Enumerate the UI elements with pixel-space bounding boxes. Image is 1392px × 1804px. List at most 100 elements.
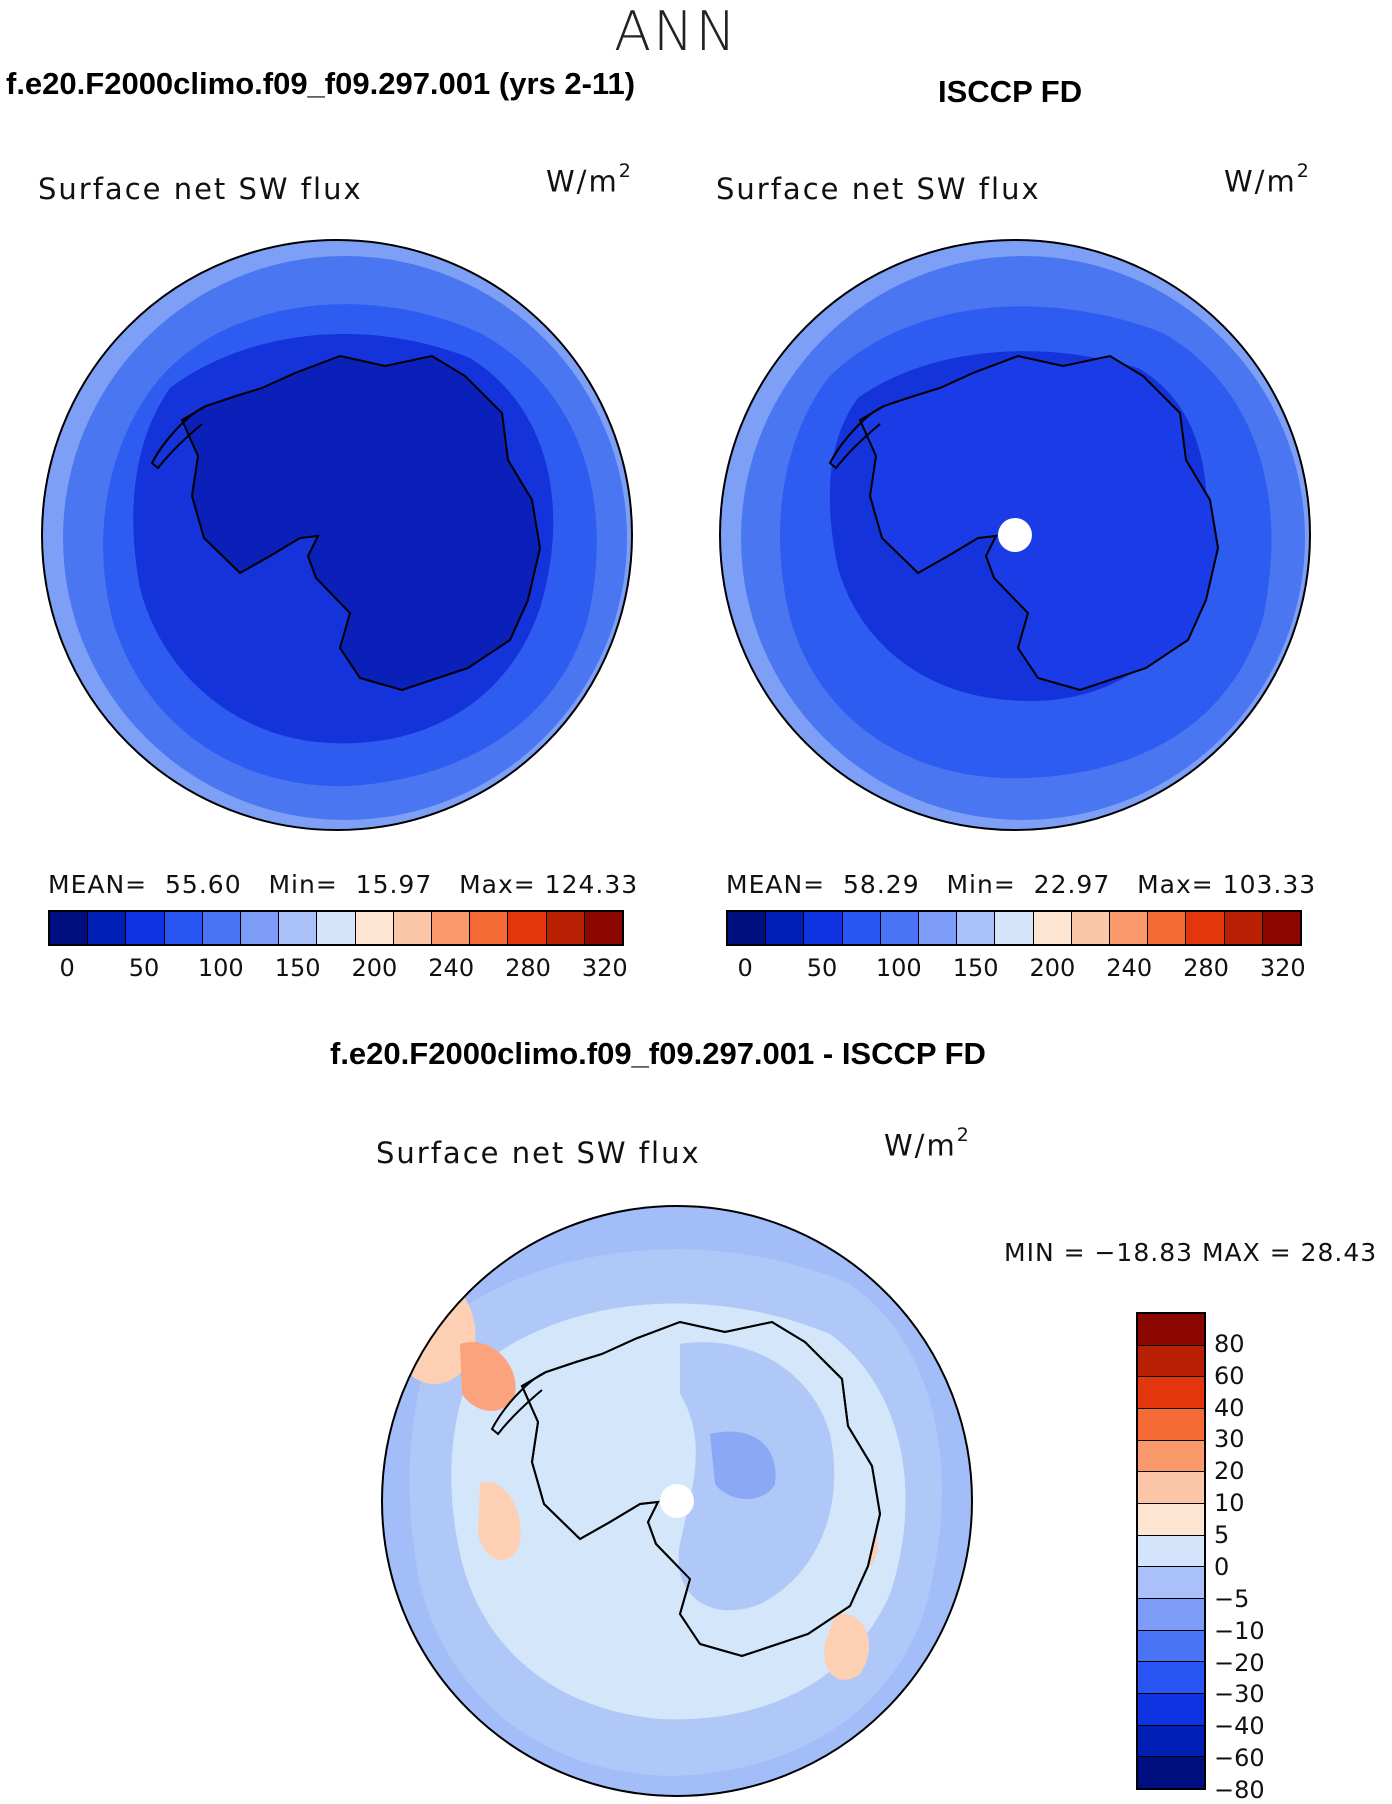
colorbar-cell <box>1138 1725 1204 1758</box>
colorbar-tick-label: −30 <box>1214 1680 1265 1709</box>
colorbar-tick-label: 320 <box>581 954 628 982</box>
colorbar-cell <box>126 912 165 944</box>
colorbar-tick-label: 50 <box>128 954 160 982</box>
colorbar-cell <box>1186 912 1225 944</box>
units-label-obs: W/m2 <box>1224 160 1311 199</box>
colorbar-cell <box>1110 912 1149 944</box>
colorbar-cell <box>1138 1567 1204 1600</box>
colorbar-tick-label: 40 <box>1214 1393 1245 1422</box>
colorbar-tick-label: 80 <box>1214 1329 1245 1358</box>
colorbar-cell <box>1138 1662 1204 1695</box>
colorbar-tick-label: 150 <box>274 954 321 982</box>
colorbar-tick-label: 20 <box>1214 1457 1245 1486</box>
minmax-line-diff: MIN = −18.83 MAX = 28.43 <box>1004 1238 1378 1267</box>
colorbar-tick-label: 0 <box>59 954 75 982</box>
colorbar-tick-label: 100 <box>875 954 922 982</box>
map-outline <box>719 239 1311 831</box>
colorbar-cell <box>202 912 242 944</box>
variable-label-diff: Surface net SW flux <box>376 1136 701 1170</box>
colorbar-cell <box>1138 1377 1204 1410</box>
colorbar-tick-label: 50 <box>806 954 838 982</box>
colorbar-tick-label: 320 <box>1259 954 1306 982</box>
colorbar-cell <box>241 912 280 944</box>
colorbar-ticks-diff: 80 60 40 30 20 10 5 0 −5 −10 −20 −30 −40 −60 −80 <box>1214 1312 1304 1804</box>
colorbar-cell <box>584 912 623 944</box>
colorbar-cell <box>1138 1345 1204 1378</box>
colorbar-ticks-obs: 0 50 100 150 200 240 280 320 <box>726 954 1306 984</box>
colorbar-tick-label: 0 <box>1214 1552 1230 1581</box>
colorbar-cell <box>919 912 958 944</box>
colorbar-cell <box>50 912 89 944</box>
colorbar-cell <box>1138 1409 1204 1441</box>
colorbar-cell <box>432 912 471 944</box>
warm-anomaly-3 <box>478 1482 521 1561</box>
colorbar-tick-label: 60 <box>1214 1361 1245 1390</box>
colorbar-tick-label: 240 <box>1106 954 1153 982</box>
panel-title-model: f.e20.F2000climo.f09_f09.297.001 (yrs 2-… <box>6 66 636 101</box>
units-label-model: W/m2 <box>546 160 633 199</box>
colorbar-tick-label: 200 <box>1029 954 1076 982</box>
colorbar-cell <box>1138 1314 1204 1346</box>
polar-map-obs <box>719 239 1311 831</box>
colorbar-cell <box>508 912 547 944</box>
stats-line-model: MEAN= 55.60 Min= 15.97 Max= 124.33 <box>48 870 639 899</box>
colorbar-cell <box>1138 1440 1204 1473</box>
colorbar-cell <box>1138 1472 1204 1505</box>
missing-data-pole <box>998 518 1032 552</box>
antarctica-land <box>180 354 542 692</box>
colorbar-cell <box>393 912 433 944</box>
variable-label-obs: Surface net SW flux <box>716 172 1041 206</box>
colorbar-cell <box>728 912 767 944</box>
antarctic-peninsula <box>150 405 207 470</box>
colorbar-tick-label: 240 <box>428 954 475 982</box>
colorbar-model <box>48 910 624 946</box>
missing-data-pole <box>660 1484 694 1518</box>
panel-title-obs: ISCCP FD <box>938 74 1083 109</box>
colorbar-tick-label: −10 <box>1214 1616 1265 1645</box>
colorbar-tick-label: 10 <box>1214 1489 1245 1518</box>
colorbar-cell <box>355 912 394 944</box>
colorbar-tick-label: −20 <box>1214 1648 1265 1677</box>
colorbar-cell <box>88 912 127 944</box>
colorbar-tick-label: −80 <box>1214 1776 1265 1804</box>
antarctica-coastline <box>520 1320 882 1658</box>
units-label-diff: W/m2 <box>884 1124 971 1163</box>
colorbar-cell <box>804 912 843 944</box>
antarctic-peninsula <box>828 405 885 470</box>
colorbar-cell <box>1138 1630 1204 1663</box>
colorbar-tick-label: 0 <box>737 954 753 982</box>
warm-anomaly-2 <box>460 1342 516 1411</box>
colorbar-cell <box>1138 1504 1204 1536</box>
colorbar-cell <box>842 912 881 944</box>
colorbar-obs <box>726 910 1302 946</box>
colorbar-cell <box>880 912 920 944</box>
variable-label-model: Surface net SW flux <box>38 172 363 206</box>
colorbar-cell <box>279 912 318 944</box>
colorbar-cell <box>1148 912 1187 944</box>
panel-title-diff: f.e20.F2000climo.f09_f09.297.001 - ISCCP… <box>330 1036 986 1071</box>
colorbar-tick-label: 280 <box>1183 954 1229 982</box>
colorbar-cell <box>1138 1535 1204 1568</box>
colorbar-cell <box>1138 1694 1204 1726</box>
colorbar-cell <box>1033 912 1072 944</box>
warm-anomaly-6 <box>824 1613 870 1680</box>
colorbar-tick-label: −60 <box>1214 1744 1265 1773</box>
colorbar-cell <box>546 912 585 944</box>
colorbar-tick-label: 30 <box>1214 1425 1245 1454</box>
colorbar-cell <box>995 912 1034 944</box>
colorbar-tick-label: 280 <box>505 954 551 982</box>
colorbar-cell <box>317 912 356 944</box>
colorbar-tick-label: −40 <box>1214 1712 1265 1741</box>
figure-title: ANN <box>614 0 738 63</box>
antarctica-land <box>858 354 1220 692</box>
colorbar-cell <box>1071 912 1111 944</box>
colorbar-tick-label: 150 <box>952 954 999 982</box>
colorbar-cell <box>1262 912 1301 944</box>
colorbar-cell <box>1138 1599 1204 1631</box>
colorbar-cell <box>1224 912 1263 944</box>
map-outline <box>41 239 633 831</box>
map-outline <box>381 1205 973 1797</box>
colorbar-cell <box>164 912 203 944</box>
colorbar-tick-label: −5 <box>1214 1584 1250 1613</box>
colorbar-diff <box>1136 1312 1206 1790</box>
